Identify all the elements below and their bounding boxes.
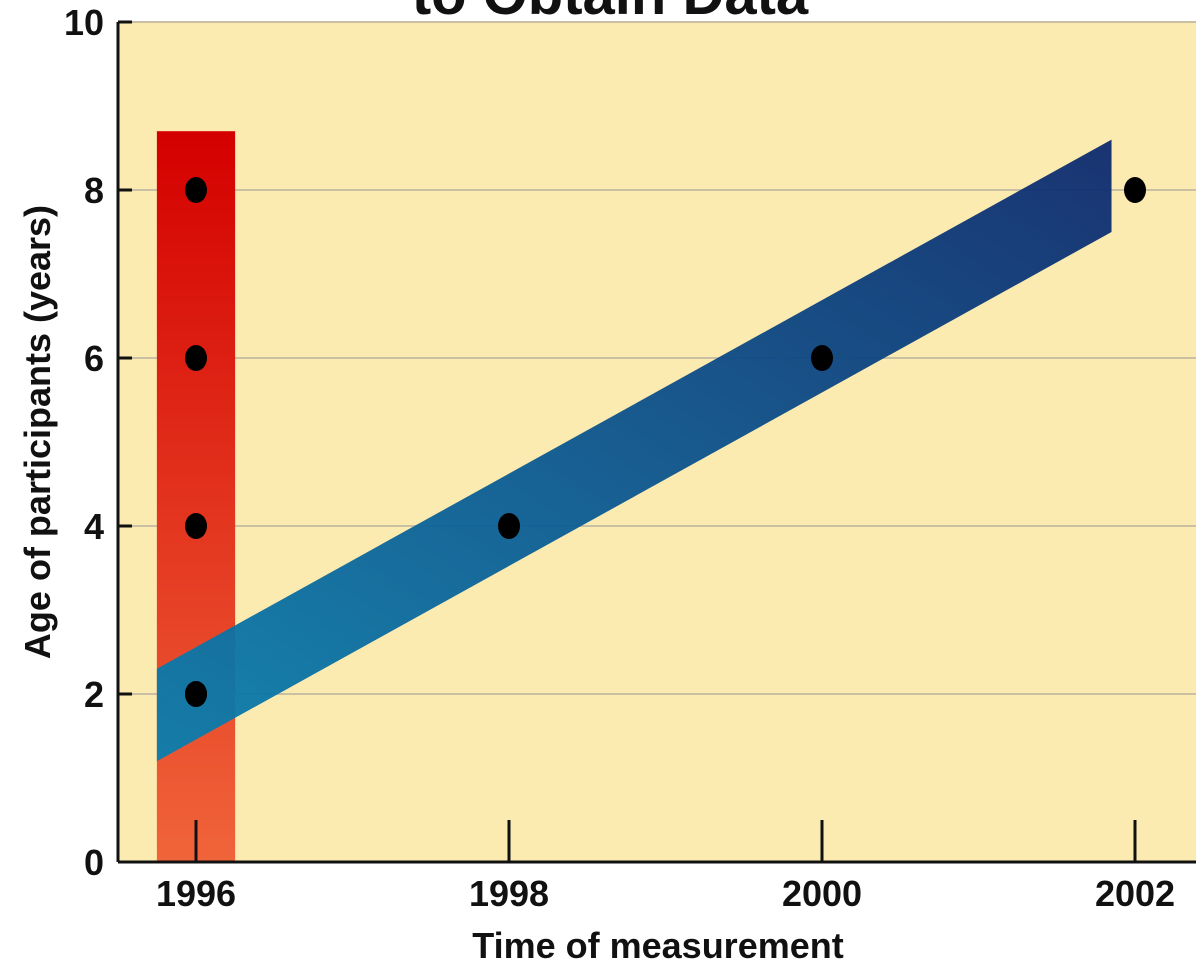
axes (116, 20, 1196, 864)
y-tick-label-8: 8 (84, 170, 104, 211)
x-axis-title: Time of measurement (472, 925, 843, 966)
y-tick-label-0: 0 (84, 842, 104, 883)
data-point-s1-1 (498, 513, 520, 539)
y-tick-label-2: 2 (84, 674, 104, 715)
chart-title: to Obtain Data (412, 0, 809, 27)
x-tick-label-2002: 2002 (1095, 873, 1175, 914)
highlight-bands (156, 131, 1112, 862)
tick-labels: 1996 1998 2000 2002 0 2 4 6 8 10 (64, 2, 1175, 914)
y-tick-label-10: 10 (64, 2, 104, 43)
longitudinal-band (156, 139, 1112, 762)
gridlines (118, 21, 1196, 695)
y-axis-title: Age of participants (years) (17, 205, 58, 659)
data-point-s1-3 (1124, 177, 1146, 203)
data-points (185, 177, 1146, 707)
x-tick-label-1996: 1996 (156, 873, 236, 914)
data-point-s0-2 (185, 345, 207, 371)
y-tick-label-6: 6 (84, 338, 104, 379)
data-point-s0-1 (185, 513, 207, 539)
data-point-s1-2 (811, 345, 833, 371)
y-tick-label-4: 4 (84, 506, 104, 547)
data-point-s1-0 (185, 681, 207, 707)
x-tick-label-2000: 2000 (782, 873, 862, 914)
x-tick-label-1998: 1998 (469, 873, 549, 914)
data-point-s0-3 (185, 177, 207, 203)
